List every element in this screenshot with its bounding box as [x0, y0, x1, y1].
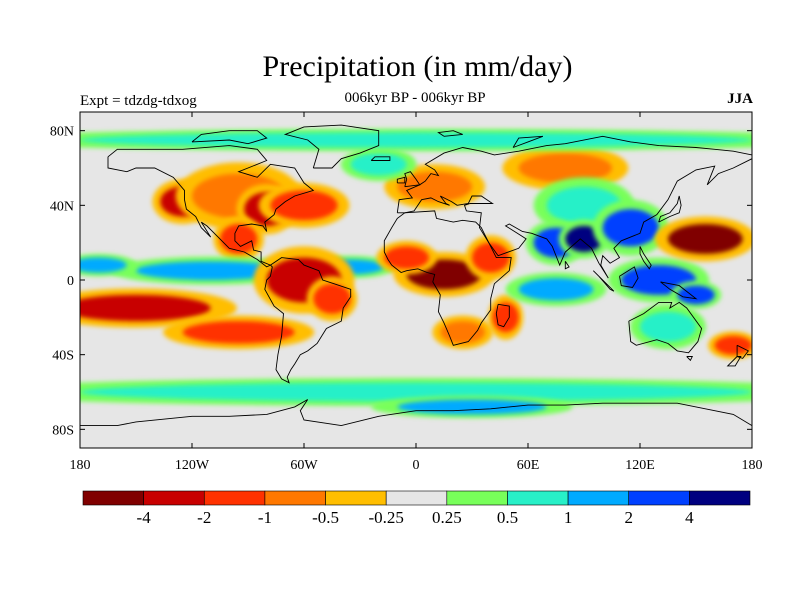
anomaly-field	[80, 128, 752, 419]
coastline-2	[264, 257, 352, 384]
colorbar-label: 0.25	[432, 508, 462, 527]
coastline-14	[564, 261, 570, 270]
coastline-1	[283, 124, 380, 169]
anomaly-region-4	[220, 224, 258, 254]
colorbar-label: -4	[137, 508, 152, 527]
anomaly-region-18	[518, 153, 612, 183]
colorbar-label: -1	[258, 508, 272, 527]
colorbar-label: 1	[564, 508, 573, 527]
colorbar-swatch	[385, 490, 448, 506]
x-tick-label: 120W	[175, 458, 210, 473]
colorbar-label: -0.25	[368, 508, 403, 527]
anomaly-region-13	[384, 246, 430, 269]
anomaly-region-5	[136, 261, 286, 280]
colorbar-swatch	[143, 490, 205, 506]
anomaly-region-22	[602, 209, 659, 247]
colorbar-label: 0.5	[497, 508, 518, 527]
y-tick-label: 0	[67, 274, 74, 289]
anomaly-region-26	[677, 285, 715, 305]
anomaly-region-11	[182, 321, 295, 344]
coastline-6	[404, 171, 421, 188]
coastline-3	[383, 210, 512, 346]
coastline-19	[80, 399, 752, 427]
anomaly-region-21	[565, 225, 603, 252]
chart-subtitle: 006kyr BP - 006kyr BP	[344, 90, 486, 106]
coastline-20	[191, 130, 268, 145]
colorbar-swatch	[507, 490, 569, 506]
coastline-0	[107, 145, 315, 268]
colorbar-swatch	[628, 490, 690, 506]
anomaly-region-27	[640, 311, 696, 342]
experiment-label: Expt = tdzdg-tdxog	[80, 93, 197, 109]
anomaly-region-31	[350, 153, 407, 176]
coastline-5	[396, 135, 752, 279]
coastline-10	[592, 270, 615, 292]
coastline-12	[660, 281, 698, 300]
coastline-15	[628, 301, 703, 354]
anomaly-region-29	[80, 382, 752, 402]
anomaly-region-3	[270, 190, 338, 221]
coastlines	[80, 124, 752, 427]
coastline-16	[686, 356, 694, 362]
y-tick-label: 80N	[50, 125, 74, 140]
coastline-11	[619, 266, 639, 288]
anomaly-region-28	[714, 336, 752, 355]
anomaly-region-14	[472, 242, 510, 273]
coastline-9	[658, 195, 682, 223]
y-tick-label: 40S	[52, 349, 74, 364]
colorbar-label: 4	[685, 508, 694, 527]
coastline-13	[639, 246, 652, 270]
anomaly-region-6	[80, 257, 127, 273]
x-axis: 180 120W 60W 0 60E 120E 180	[70, 112, 763, 473]
x-tick-label: 180	[70, 458, 91, 473]
anomaly-region-24	[518, 278, 594, 301]
x-tick-label: 0	[413, 458, 420, 473]
coastline-21	[437, 130, 463, 137]
colorbar-swatch	[264, 490, 326, 506]
colorbar-swatch	[82, 490, 144, 506]
coastline-22	[512, 135, 544, 148]
coastline-17	[736, 344, 749, 359]
anomaly-region-10	[80, 294, 211, 322]
coastline-4	[495, 303, 510, 328]
coastline-8	[370, 156, 391, 161]
colorbar-swatch	[567, 490, 630, 506]
y-tick-label: 40N	[50, 199, 74, 214]
y-axis: 80N 40N 0 40S 80S	[50, 125, 752, 438]
x-tick-label: 180	[742, 458, 763, 473]
anomaly-region-9	[313, 283, 351, 314]
season-label: JJA	[727, 91, 753, 107]
colorbar-label: -0.5	[312, 508, 339, 527]
colorbar-label: -2	[197, 508, 211, 527]
coastline-7	[396, 176, 406, 184]
y-tick-label: 80S	[52, 423, 74, 438]
x-tick-label: 60E	[517, 458, 540, 473]
colorbar-swatch	[689, 490, 751, 506]
x-tick-label: 120E	[625, 458, 655, 473]
chart-title: Precipitation (in mm/day)	[262, 50, 573, 83]
colorbar: -4 -2 -1 -0.5 -0.25 0.25 0.5 1 2 4	[82, 490, 751, 527]
colorbar-label: 2	[624, 508, 633, 527]
colorbar-swatch	[325, 490, 387, 506]
colorbar-swatch	[203, 490, 266, 506]
anomaly-region-25	[668, 224, 743, 254]
colorbar-swatch	[446, 490, 508, 506]
anomaly-region-30	[397, 399, 547, 415]
x-tick-label: 60W	[290, 458, 318, 473]
anomaly-region-15	[440, 321, 486, 344]
anomaly-region-32	[80, 132, 752, 148]
coastline-18	[726, 356, 742, 367]
